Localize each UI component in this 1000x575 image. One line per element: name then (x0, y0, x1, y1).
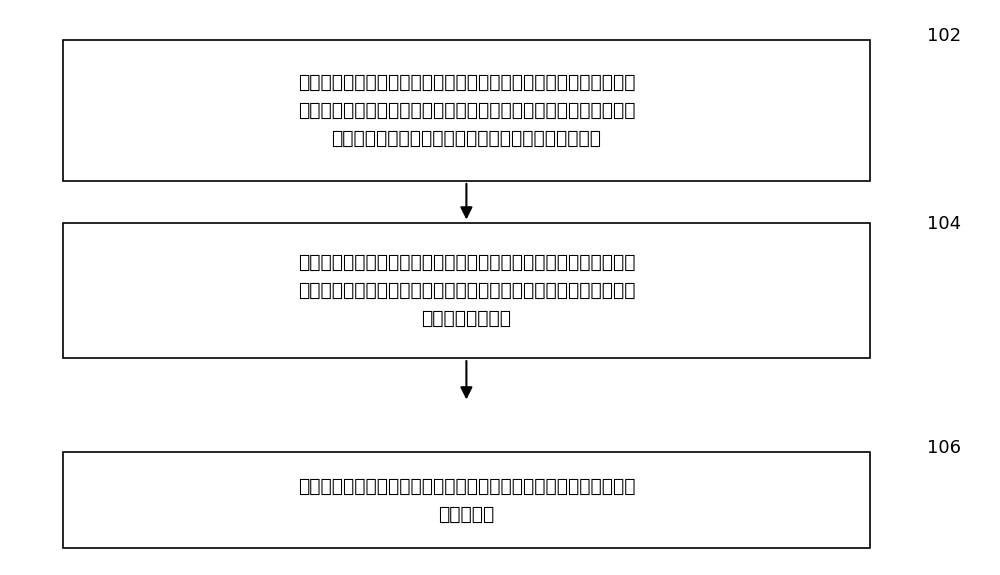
Text: 106: 106 (927, 439, 961, 457)
Text: 通过目标元素光源激发目标元素原子化的区域，对激发的目标元素原
子化的区域进行采样，得到目标元素原子化的区域中目标元素的光源
信号与背景元素的光源信号的叠加信号，: 通过目标元素光源激发目标元素原子化的区域，对激发的目标元素原 子化的区域进行采样… (298, 74, 635, 148)
Text: 根据对第一数据与第二数据进行计算，得到目标元素的光源信号，进
行背景扣除: 根据对第一数据与第二数据进行计算，得到目标元素的光源信号，进 行背景扣除 (298, 477, 635, 523)
Text: 102: 102 (927, 28, 961, 45)
Bar (63, 223, 870, 358)
Bar (63, 40, 870, 181)
Text: 通过扣背景光源激发目标元素原子化的区域，对激发的目标元素原子
化的区域进行采样，得到目标元素原子化的区域中背景元素的光源信
号，记为第二数据: 通过扣背景光源激发目标元素原子化的区域，对激发的目标元素原子 化的区域进行采样，… (298, 253, 635, 328)
Bar (63, 452, 870, 549)
Text: 104: 104 (927, 215, 961, 233)
